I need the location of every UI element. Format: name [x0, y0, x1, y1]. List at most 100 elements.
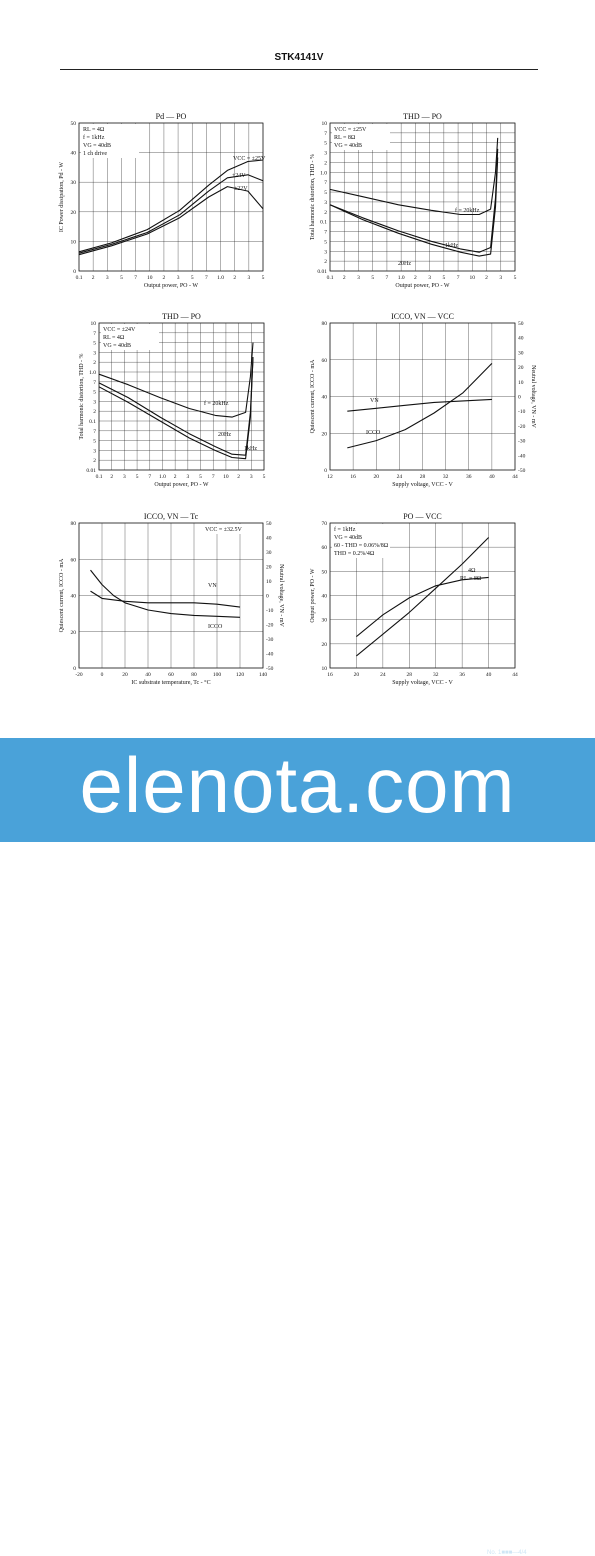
- chart-4-y-tick-label: 0: [73, 666, 76, 672]
- chart-5-title: PO — VCC: [403, 512, 442, 521]
- chart-3-y-tick-label: 0: [324, 468, 327, 474]
- chart-0-x-tick-label: 5: [262, 275, 265, 281]
- chart-5-y-tick-label: 60: [322, 545, 328, 551]
- chart-2-condition-text: RL = 4Ω: [103, 335, 125, 341]
- chart-4-y2-tick-label: 10: [266, 579, 272, 585]
- chart-4-conditions-box: [203, 524, 261, 534]
- chart-4-title: ICCO, VN — Tc: [144, 512, 199, 521]
- chart-3-y2-tick-label: -10: [518, 409, 526, 415]
- chart-1-y-tick-label: 1.0: [320, 170, 327, 176]
- chart-4-x-tick-label: 80: [191, 672, 197, 678]
- chart-2-y-tick-label: 7: [93, 380, 96, 386]
- chart-0-condition-text: RL = 4Ω: [83, 127, 105, 133]
- chart-2-x-tick-label: 5: [263, 474, 266, 480]
- chart-2-x-tick-label: 7: [212, 474, 215, 480]
- chart-0-conditions-box: [81, 124, 139, 158]
- chart-1-series-line: [329, 148, 499, 253]
- chart-4-series-label: VN: [208, 583, 217, 589]
- chart-1-y-tick-label: 0.1: [320, 220, 327, 226]
- chart-2-conditions-box: [101, 324, 159, 350]
- chart-2-x-tick-label: 5: [136, 474, 139, 480]
- chart-2-y-tick-label: 5: [93, 439, 96, 445]
- chart-3-y2-tick-label: -30: [518, 439, 526, 445]
- chart-3-y2-tick-label: 40: [518, 336, 524, 342]
- chart-0-x-tick-label: 3: [177, 275, 180, 281]
- chart-0-y-tick-label: 50: [71, 121, 77, 127]
- chart-2-x-tick-label: 1.0: [159, 474, 166, 480]
- chart-1-y-tick-label: 7: [324, 230, 327, 236]
- chart-2-x-tick-label: 0.1: [96, 474, 103, 480]
- chart-3-x-axis-label: Supply voltage, VCC - V: [392, 482, 453, 488]
- chart-0-series-label: ±24V: [232, 173, 246, 179]
- chart-1-y-axis-label: Total harmonic distortion, THD - %: [310, 154, 316, 240]
- chart-5-x-tick-label: 32: [433, 672, 439, 678]
- chart-3-y2-tick-label: 20: [518, 365, 524, 371]
- chart-2-x-tick-label: 3: [123, 474, 126, 480]
- chart-3-title: ICCO, VN — VCC: [391, 312, 454, 321]
- chart-3-x-tick-label: 28: [420, 474, 426, 480]
- chart-5-y-tick-label: 70: [322, 521, 328, 527]
- chart-5-condition-text: f = 1kHz: [334, 526, 356, 533]
- chart-4-y-axis-label: Quiescent current, ICCO - mA: [59, 558, 65, 632]
- chart-3-x-tick-label: 44: [512, 474, 518, 480]
- chart-3-y-tick-label: 80: [322, 321, 328, 327]
- chart-1-x-tick-label: 7: [386, 275, 389, 281]
- chart-4-x-axis-label: IC substrate temperature, Tc - °C: [131, 679, 210, 686]
- chart-0-y-tick-label: 20: [71, 210, 77, 216]
- chart-2-series-line: [98, 357, 254, 460]
- chart-0-x-tick-label: 7: [205, 275, 208, 281]
- chart-5-condition-text: 60 - THD = 0.06%/8Ω: [334, 543, 389, 549]
- chart-1-x-tick-label: 2: [485, 275, 488, 281]
- chart-1-x-tick-label: 2: [343, 275, 346, 281]
- chart-5-x-tick-label: 16: [327, 672, 333, 678]
- chart-4-y-tick-label: 60: [71, 557, 77, 563]
- chart-1-condition-text: VCC = ±25V: [334, 127, 367, 133]
- chart-2-series-label: f = 20kHz: [204, 400, 229, 407]
- chart-1-series-line: [329, 137, 499, 216]
- chart-2-y-tick-label: 2: [93, 409, 96, 415]
- watermark-banner: elenota.com No. 1■■■—4/4: [0, 738, 595, 1556]
- chart-3-series-line: [347, 363, 493, 449]
- chart-1-y-tick-label: 5: [324, 141, 327, 147]
- chart-3-y2-tick-label: 0: [518, 395, 521, 401]
- chart-5-y-tick-label: 50: [322, 569, 328, 575]
- chart-4-x-tick-label: 100: [213, 672, 222, 678]
- chart-4-y2-tick-label: -50: [266, 666, 274, 672]
- chart-0-x-axis-label: Output power, PO - W: [144, 283, 198, 289]
- chart-3-series-label: VN: [370, 398, 379, 404]
- chart-5-conditions-box: [332, 524, 390, 558]
- chart-4-y2-tick-label: -40: [266, 652, 274, 658]
- chart-1-x-tick-label: 3: [428, 275, 431, 281]
- chart-1-y-tick-label: 0.01: [317, 269, 327, 275]
- chart-1-x-tick-label: 2: [414, 275, 417, 281]
- chart-1-y-tick-label: 3: [324, 151, 327, 157]
- chart-0-x-tick-label: 3: [106, 275, 109, 281]
- chart-4-x-tick-label: 20: [122, 672, 128, 678]
- chart-3-x-tick-label: 12: [327, 474, 333, 480]
- chart-2-series-line: [98, 342, 254, 418]
- chart-4-y2-tick-label: -20: [266, 623, 274, 629]
- chart-2-y-tick-label: 3: [93, 399, 96, 405]
- chart-5-x-tick-label: 40: [486, 672, 492, 678]
- chart-2-title: THD — PO: [162, 312, 201, 321]
- chart-3-series-label: ICCO: [366, 430, 381, 436]
- chart-3-y2-tick-label: -50: [518, 468, 526, 474]
- chart-2-x-tick-label: 2: [237, 474, 240, 480]
- chart-0-series-line: [78, 174, 264, 254]
- chart-2-y-tick-label: 0.01: [86, 468, 96, 474]
- chart-2-y-tick-label: 1.0: [89, 370, 96, 376]
- chart-4-condition-text: VCC = ±32.5V: [205, 527, 243, 533]
- chart-0-series-label: VCC = ±25V: [233, 156, 266, 162]
- chart-0-x-tick-label: 1.0: [217, 275, 224, 281]
- chart-5-x-tick-label: 24: [380, 672, 386, 678]
- chart-0-x-tick-label: 3: [247, 275, 250, 281]
- chart-5-x-tick-label: 28: [407, 672, 413, 678]
- chart-1-y-tick-label: 5: [324, 239, 327, 245]
- chart-2-y-tick-label: 7: [93, 331, 96, 337]
- chart-4-y2-tick-label: 0: [266, 594, 269, 600]
- chart-5-y-tick-label: 20: [322, 642, 328, 648]
- chart-4-series-line: [90, 590, 241, 608]
- chart-4-x-tick-label: 120: [236, 672, 245, 678]
- chart-1-y-tick-label: 2: [324, 210, 327, 216]
